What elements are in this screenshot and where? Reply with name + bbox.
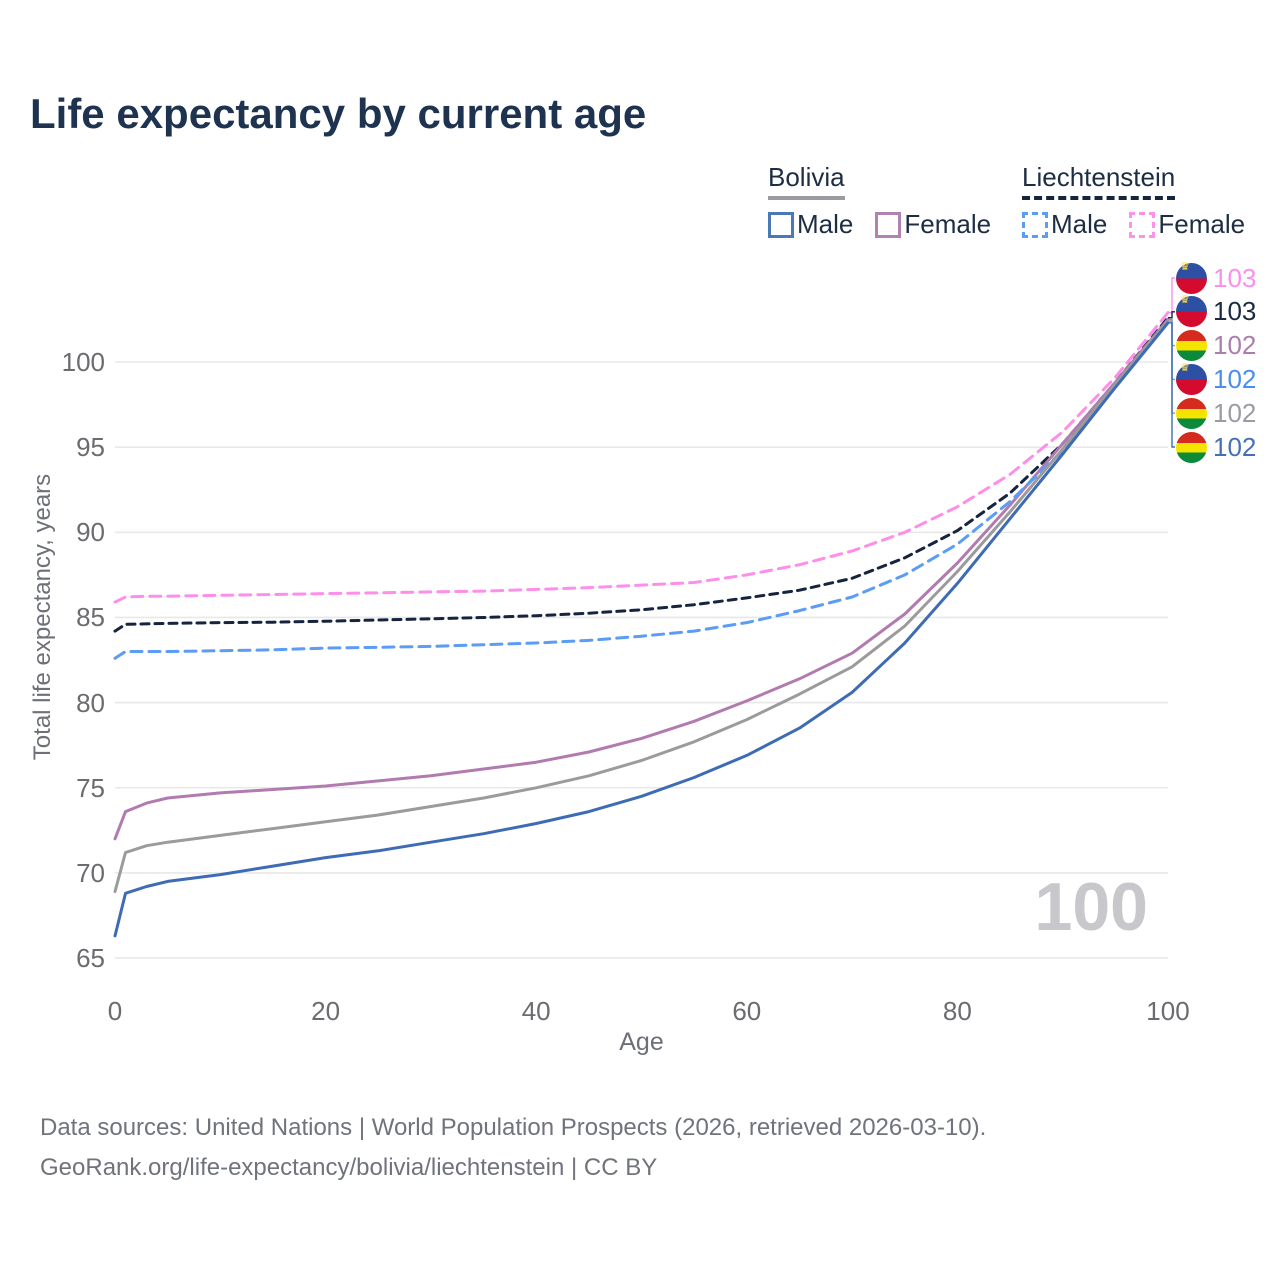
liechtenstein-female-swatch-icon[interactable] [1129,211,1156,238]
series-line-liechtenstein-male [113,319,1170,660]
legend-item-liechtenstein-female[interactable]: Female [1129,209,1245,240]
legend-item-liechtenstein-male[interactable]: Male [1022,209,1107,240]
series-line-liechtenstein-all [113,316,1170,633]
x-axis-title: Age [619,1028,664,1056]
end-label-value: 102 [1213,330,1257,361]
x-axis-tick-label: 80 [942,996,972,1026]
footer: Data sources: United Nations | World Pop… [40,1108,986,1188]
liechtenstein-flag-icon: ♛ [1176,361,1207,395]
end-label-value: 103 [1213,262,1257,293]
x-axis-tick-label: 60 [732,996,762,1026]
y-axis-tick-label: 100 [61,347,105,377]
bolivia-flag-icon [1176,330,1207,362]
x-axis-tick-label: 100 [1146,996,1190,1026]
legend-label: Female [904,209,992,239]
y-axis-tick-label: 95 [76,432,105,463]
y-axis-tick-label: 75 [76,772,105,803]
y-axis-tick-label: 90 [76,517,105,548]
end-label-connector [1168,322,1175,448]
crown-icon: ♛ [1180,294,1190,307]
legend-country-liechtenstein[interactable]: Liechtenstein [1022,162,1176,200]
end-label-value: 102 [1213,431,1257,462]
end-label-liechtenstein-all: ♛ 103 [1176,294,1257,328]
age-watermark: 100 [1034,869,1148,945]
series-line-bolivia-all [113,319,1170,894]
bolivia-female-swatch-icon[interactable] [875,211,902,238]
end-label-bolivia-male: 102 [1176,431,1256,463]
legend-group-bolivia: Bolivia Male Female [768,162,991,240]
legend-label: Female [1158,209,1246,239]
liechtenstein-male-swatch-icon[interactable] [1022,211,1048,238]
legend-item-bolivia-female[interactable]: Female [875,209,991,240]
x-axis-tick-label: 40 [521,996,551,1026]
footer-sources: Data sources: United Nations | World Pop… [40,1114,987,1141]
legend-item-bolivia-male[interactable]: Male [768,209,853,240]
end-label-value: 102 [1213,397,1257,428]
legend-label: Male [1051,209,1108,239]
series-line-liechtenstein-female [113,311,1170,604]
y-axis-title: Total life expectancy, years [29,473,56,761]
liechtenstein-flag-icon: ♛ [1176,294,1207,328]
bolivia-flag-icon [1176,397,1207,429]
end-label-connector [1168,320,1175,381]
bolivia-flag-icon [1176,431,1207,463]
end-label-value: 102 [1213,363,1257,394]
legend-country-bolivia[interactable]: Bolivia [768,162,845,200]
crown-icon: ♛ [1180,260,1190,273]
end-label-value: 103 [1213,296,1257,327]
end-label-liechtenstein-male: ♛ 102 [1176,361,1257,395]
x-axis-tick-label: 0 [107,996,123,1026]
end-label-connector [1168,277,1175,314]
liechtenstein-flag-icon: ♛ [1176,260,1207,294]
end-label-connector [1168,318,1175,347]
page-title: Life expectancy by current age [30,90,647,137]
end-label-bolivia-all: 102 [1176,397,1256,429]
series-line-bolivia-female [113,317,1170,841]
y-axis-tick-label: 85 [76,602,105,633]
legend-label: Male [797,209,854,239]
x-axis-tick-label: 20 [311,996,341,1026]
end-label-connector [1168,320,1175,414]
series-line-bolivia-male [113,321,1170,938]
y-axis-tick-label: 65 [76,943,105,974]
y-axis-tick-label: 70 [76,857,105,888]
end-label-connector [1168,311,1175,319]
footer-link: GeoRank.org/life-expectancy/bolivia/liec… [40,1154,658,1181]
legend-group-liechtenstein: Liechtenstein Male Female [1022,162,1245,240]
y-axis-tick-label: 80 [76,687,105,718]
end-label-liechtenstein-female: ♛ 103 [1176,260,1257,294]
bolivia-male-swatch-icon[interactable] [768,211,794,238]
crown-icon: ♛ [1180,361,1190,374]
end-label-bolivia-female: 102 [1176,330,1256,362]
